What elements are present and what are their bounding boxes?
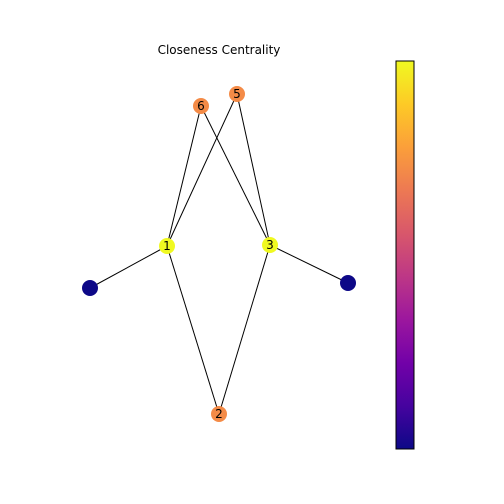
node-label-5: 5 — [233, 87, 241, 101]
node-2 — [211, 406, 227, 422]
node-5 — [229, 86, 245, 102]
edge-3-2 — [218, 244, 271, 415]
edge-1-A — [89, 245, 168, 289]
edge-1-5 — [166, 93, 238, 247]
edge-1-2 — [166, 245, 220, 415]
edge-1-6 — [166, 105, 202, 247]
colorbar-frame — [395, 60, 415, 450]
edge-3-B — [269, 244, 349, 284]
node-1 — [159, 238, 175, 254]
node-label-2: 2 — [215, 407, 223, 421]
nodes-layer: 1 2 3 5 6 — [82, 86, 356, 422]
edges-layer — [89, 93, 349, 415]
node-A — [82, 280, 98, 296]
node-label-3: 3 — [266, 238, 274, 252]
node-3 — [262, 237, 278, 253]
chart-title: Closeness Centrality — [158, 43, 281, 57]
node-6 — [193, 98, 209, 114]
edge-3-5 — [236, 93, 271, 246]
node-label-6: 6 — [197, 99, 205, 113]
node-B — [340, 275, 356, 291]
colorbar — [396, 61, 414, 449]
edge-3-6 — [200, 105, 271, 246]
node-label-1: 1 — [163, 239, 171, 253]
